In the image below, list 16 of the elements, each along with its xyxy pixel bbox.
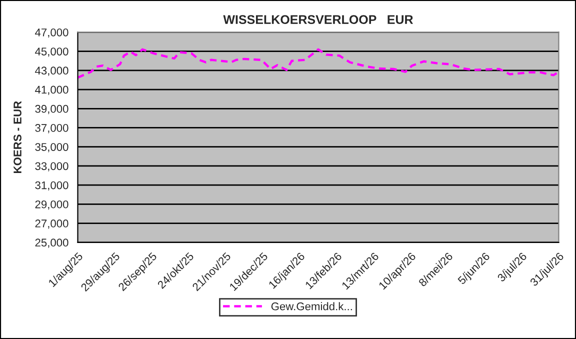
y-tick-label: 33,000: [35, 162, 68, 172]
y-tick-label: 31,000: [35, 181, 68, 191]
y-tick-label: 37,000: [35, 124, 68, 134]
y-tick-label: 47,000: [35, 28, 68, 38]
y-tick-label: 29,000: [35, 200, 68, 210]
y-tick-label: 45,000: [35, 48, 68, 57]
y-tick-label: 39,000: [35, 104, 68, 114]
y-tick-label: 27,000: [35, 220, 68, 229]
legend-label: Gew.Gemidd.k...: [271, 302, 352, 310]
y-tick-label: 25,000: [35, 238, 68, 248]
line-series: [78, 48, 559, 79]
y-axis-title: KOERS - EUR: [14, 101, 22, 173]
chart-title: WISSELKOERSVERLOOP EUR: [223, 15, 414, 24]
y-tick-label: 35,000: [35, 143, 68, 152]
y-tick-label: 41,000: [35, 86, 68, 95]
y-tick-label: 43,000: [35, 66, 68, 76]
